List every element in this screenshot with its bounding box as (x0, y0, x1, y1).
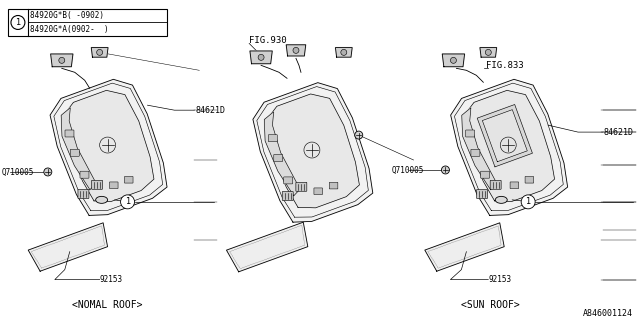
Text: 84621D: 84621D (604, 128, 634, 137)
FancyBboxPatch shape (70, 149, 79, 156)
Polygon shape (61, 108, 96, 190)
FancyBboxPatch shape (124, 177, 133, 183)
FancyBboxPatch shape (296, 182, 307, 191)
Bar (8, 9, 168, 36)
FancyBboxPatch shape (510, 182, 518, 188)
FancyBboxPatch shape (490, 180, 501, 189)
FancyBboxPatch shape (314, 188, 323, 195)
Text: 92153: 92153 (100, 275, 123, 284)
Circle shape (11, 15, 25, 29)
Polygon shape (480, 48, 497, 57)
FancyBboxPatch shape (65, 130, 74, 137)
Text: FIG.930: FIG.930 (249, 36, 287, 45)
Text: Q710005: Q710005 (392, 165, 424, 174)
Circle shape (341, 49, 347, 55)
Polygon shape (92, 48, 108, 57)
Ellipse shape (495, 196, 508, 203)
Circle shape (120, 195, 134, 209)
FancyBboxPatch shape (330, 182, 338, 189)
Circle shape (451, 57, 456, 63)
FancyBboxPatch shape (282, 191, 293, 200)
Text: 1: 1 (15, 18, 20, 27)
Polygon shape (442, 54, 465, 67)
Polygon shape (483, 110, 527, 162)
FancyBboxPatch shape (92, 180, 102, 189)
Polygon shape (62, 90, 154, 202)
FancyBboxPatch shape (274, 155, 283, 161)
FancyBboxPatch shape (284, 177, 292, 184)
Circle shape (97, 49, 102, 55)
Polygon shape (286, 45, 306, 56)
FancyBboxPatch shape (477, 189, 488, 198)
FancyBboxPatch shape (471, 149, 480, 156)
Polygon shape (250, 51, 272, 64)
Polygon shape (227, 222, 308, 272)
Polygon shape (425, 223, 504, 271)
Polygon shape (264, 112, 300, 196)
Circle shape (44, 168, 52, 176)
FancyBboxPatch shape (109, 182, 118, 188)
FancyBboxPatch shape (481, 171, 490, 178)
FancyBboxPatch shape (80, 171, 89, 178)
Text: <SUN ROOF>: <SUN ROOF> (461, 300, 520, 310)
Text: FIG.833: FIG.833 (486, 61, 524, 70)
Ellipse shape (95, 196, 108, 203)
Polygon shape (50, 79, 167, 215)
Polygon shape (28, 223, 108, 271)
Polygon shape (253, 83, 373, 222)
Polygon shape (463, 90, 554, 202)
Polygon shape (51, 54, 73, 67)
Text: <NOMAL ROOF>: <NOMAL ROOF> (72, 300, 143, 310)
Polygon shape (462, 108, 497, 190)
Text: 92153: 92153 (488, 275, 511, 284)
Polygon shape (265, 94, 360, 208)
FancyBboxPatch shape (268, 135, 277, 142)
Text: 84920G*A(0902-  ): 84920G*A(0902- ) (30, 25, 109, 34)
Text: 1: 1 (525, 197, 531, 206)
Text: 1: 1 (125, 197, 130, 206)
Text: 84621D: 84621D (195, 106, 225, 115)
Circle shape (521, 195, 535, 209)
Polygon shape (335, 48, 352, 57)
Circle shape (442, 166, 449, 174)
Circle shape (355, 131, 363, 139)
Circle shape (485, 49, 492, 55)
FancyBboxPatch shape (466, 130, 475, 137)
FancyBboxPatch shape (525, 177, 534, 183)
Text: A846001124: A846001124 (583, 309, 633, 318)
Text: 84920G*B( -0902): 84920G*B( -0902) (30, 11, 104, 20)
Circle shape (258, 54, 264, 60)
Text: Q710005: Q710005 (2, 167, 35, 176)
Circle shape (293, 47, 299, 53)
FancyBboxPatch shape (78, 189, 89, 198)
Polygon shape (477, 105, 532, 167)
Polygon shape (451, 79, 568, 215)
Circle shape (59, 57, 65, 63)
